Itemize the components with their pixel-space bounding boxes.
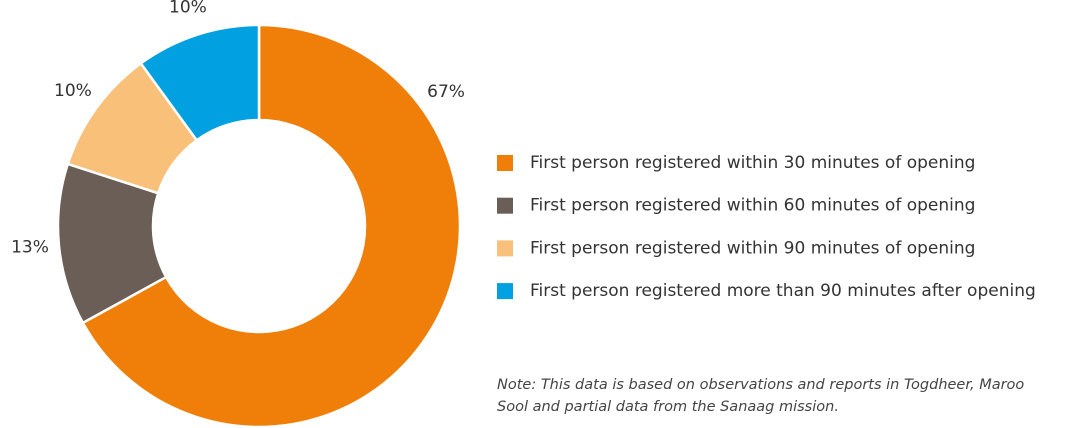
data-label: 10% — [54, 81, 92, 101]
data-label: 10% — [169, 0, 207, 17]
legend-label: First person registered within 30 minute… — [530, 153, 975, 173]
legend-label: First person registered more than 90 min… — [530, 281, 1036, 301]
note: Sool and partial data from the Sanaag mi… — [497, 399, 839, 415]
data-label: 67% — [427, 82, 465, 102]
note: Note: This data is based on observations… — [497, 377, 1024, 393]
legend-swatch — [497, 155, 513, 171]
legend-swatch — [497, 197, 513, 214]
data-label: 13% — [11, 238, 49, 258]
legend-swatch — [497, 283, 513, 300]
legend-label: First person registered within 90 minute… — [530, 238, 975, 258]
legend-label: First person registered within 60 minute… — [530, 196, 975, 216]
legend-swatch — [497, 240, 513, 257]
donut-segment — [139, 23, 261, 142]
donut-segment — [81, 23, 462, 428]
